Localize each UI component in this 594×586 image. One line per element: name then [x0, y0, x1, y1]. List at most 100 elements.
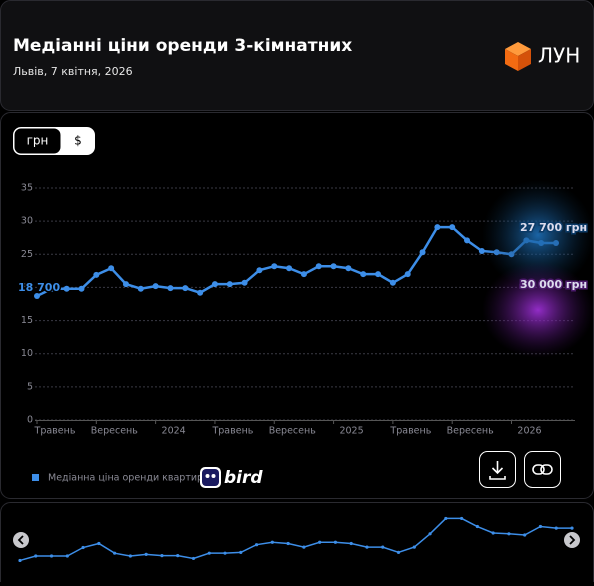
navigator-point	[444, 516, 448, 521]
navigator-point	[81, 545, 85, 550]
navigator	[18, 516, 574, 563]
annotation: 18 700	[18, 281, 60, 294]
navigator-card	[0, 502, 594, 586]
navigator-point	[128, 554, 132, 558]
point	[122, 281, 129, 288]
toggle-label[interactable]: грн	[27, 134, 49, 148]
y-tick-label: 20	[21, 282, 33, 293]
point	[464, 237, 471, 244]
x-tick-label: 2026	[517, 426, 541, 437]
nav-prev[interactable]	[13, 532, 29, 548]
blur-overlay	[482, 262, 594, 358]
logo-text: ЛУН	[538, 44, 580, 68]
navigator-point	[538, 524, 543, 529]
point	[48, 285, 55, 292]
navigator-point	[381, 545, 385, 549]
navigator-line	[19, 517, 572, 562]
legend-label: Медіанна ціна оренди квартир	[48, 473, 203, 484]
x-tick-label: Травень	[34, 426, 76, 437]
navigator-point	[191, 556, 196, 561]
x-tick-label: Вересень	[447, 426, 495, 437]
navigator-point	[144, 552, 148, 556]
x-tick-label: Травень	[389, 426, 431, 437]
x-tick-label: 2025	[339, 426, 363, 437]
y-tick-label: 5	[27, 381, 33, 392]
point	[389, 279, 396, 286]
point	[226, 281, 233, 288]
navigator-point	[475, 524, 479, 529]
subtitle: Львів, 7 квітня, 2026	[13, 65, 133, 78]
point	[434, 224, 441, 231]
navigator-point	[65, 554, 69, 558]
point	[300, 271, 307, 278]
point	[197, 289, 204, 296]
point	[152, 283, 159, 290]
point	[211, 281, 218, 288]
navigator-point	[365, 545, 369, 549]
point	[315, 263, 322, 270]
nav-next[interactable]	[564, 532, 580, 548]
download-button[interactable]	[479, 451, 516, 488]
navigator-point	[412, 545, 416, 549]
navigator-point	[113, 551, 117, 555]
navigator-point	[49, 554, 54, 558]
y-tick-label: 35	[21, 183, 33, 194]
x-tick-label: 2024	[162, 426, 186, 437]
navigator-point	[333, 540, 338, 544]
point	[108, 265, 115, 272]
point	[137, 285, 144, 292]
navigator-point	[207, 551, 211, 555]
point	[360, 271, 367, 278]
point	[34, 293, 40, 300]
brand-icon	[205, 474, 210, 478]
point	[449, 224, 456, 231]
point	[63, 285, 70, 292]
toggle-option-active[interactable]	[13, 127, 62, 155]
navigator-point	[396, 550, 401, 554]
point	[256, 267, 263, 274]
navigator-point	[523, 533, 527, 537]
navigator-point	[428, 532, 432, 536]
navigator-point	[97, 541, 101, 546]
point	[93, 271, 100, 278]
brand-icon	[202, 469, 219, 486]
legend-swatch	[32, 474, 39, 481]
toggle-label[interactable]: $	[74, 134, 82, 148]
point	[330, 263, 337, 270]
navigator-point	[254, 543, 259, 547]
navigator-point	[491, 531, 495, 535]
point	[404, 271, 411, 278]
y-tick-label: 0	[27, 415, 33, 426]
navigator-point	[318, 540, 322, 544]
series-line	[36, 225, 556, 298]
point	[286, 265, 293, 272]
navigator-point	[507, 532, 511, 536]
brand-icon	[211, 474, 216, 478]
x-tick-label: Вересень	[91, 426, 139, 437]
navigator-point	[554, 526, 558, 530]
y-tick-label: 30	[21, 216, 33, 227]
navigator-point	[239, 550, 243, 554]
navigator-point	[570, 526, 574, 530]
navigator-point	[349, 541, 353, 546]
point	[419, 249, 426, 256]
y-tick-label: 15	[21, 315, 33, 326]
point	[241, 279, 248, 286]
annotation: 30 000 грн	[520, 278, 587, 291]
navigator-point	[160, 554, 164, 558]
y-tick-label: 25	[21, 249, 33, 260]
annotation: 27 700 грн	[520, 221, 587, 234]
navigator-point	[460, 516, 464, 521]
x-tick-label: Вересень	[269, 426, 317, 437]
navigator-point	[270, 540, 274, 544]
link-button[interactable]	[524, 451, 561, 488]
y-tick-label: 10	[21, 348, 33, 359]
navigator-point	[34, 554, 38, 558]
navigator-point	[18, 558, 22, 563]
point	[182, 285, 189, 292]
brand: bird	[224, 468, 263, 488]
logo-icon	[505, 42, 531, 71]
